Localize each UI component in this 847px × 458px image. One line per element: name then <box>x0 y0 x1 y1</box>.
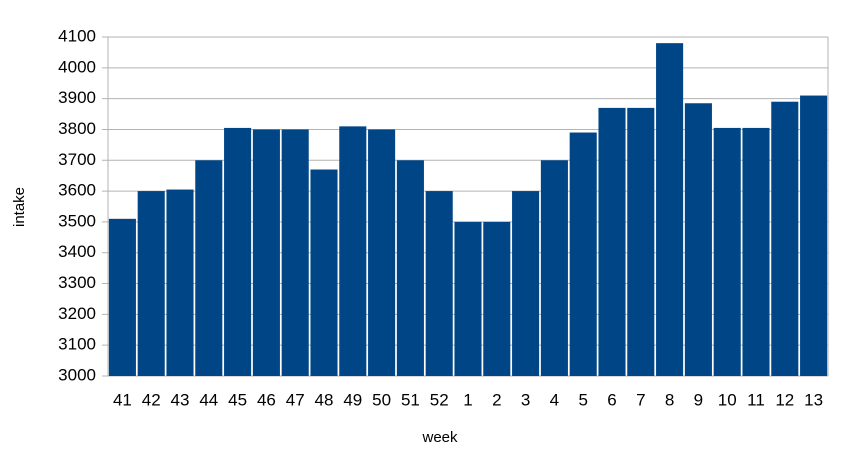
bar <box>483 221 511 376</box>
bar <box>252 129 280 376</box>
bar <box>713 127 741 376</box>
bar <box>684 103 712 376</box>
x-tick-label: 48 <box>315 390 334 409</box>
bar <box>339 126 367 376</box>
bar <box>425 191 453 376</box>
bar <box>224 127 252 376</box>
x-tick-label: 5 <box>578 390 587 409</box>
x-tick-label: 12 <box>775 390 794 409</box>
bar <box>137 191 165 376</box>
x-tick-label: 11 <box>747 390 765 409</box>
y-tick-label: 3300 <box>58 273 96 292</box>
x-axis-title: week <box>421 429 458 446</box>
bar <box>281 129 309 376</box>
y-tick-label: 4000 <box>58 57 96 76</box>
x-tick-label: 2 <box>492 390 501 409</box>
x-tick-label: 8 <box>665 390 674 409</box>
bar <box>771 101 799 376</box>
x-tick-label: 7 <box>636 390 645 409</box>
bar <box>310 169 338 376</box>
bar <box>627 107 655 376</box>
y-tick-label: 3400 <box>58 242 96 261</box>
y-tick-label: 3000 <box>58 365 96 384</box>
x-tick-label: 3 <box>521 390 530 409</box>
bar <box>540 160 568 376</box>
bar <box>396 160 424 376</box>
bar <box>166 189 194 376</box>
y-tick-label: 3800 <box>58 119 96 138</box>
bar <box>108 218 136 376</box>
bar <box>598 107 626 376</box>
bar <box>742 127 770 376</box>
x-tick-label: 46 <box>257 390 276 409</box>
x-tick-label: 51 <box>401 390 420 409</box>
bar <box>195 160 223 376</box>
x-tick-label: 50 <box>372 390 391 409</box>
y-axis-title: intake <box>11 187 28 227</box>
bar <box>569 132 597 376</box>
x-tick-label: 47 <box>286 390 305 409</box>
x-tick-label: 43 <box>171 390 190 409</box>
x-tick-label: 42 <box>142 390 161 409</box>
x-tick-label: 10 <box>718 390 737 409</box>
y-tick-label: 3900 <box>58 88 96 107</box>
x-tick-label: 49 <box>343 390 362 409</box>
x-tick-label: 44 <box>199 390 218 409</box>
y-tick-label: 4100 <box>58 26 96 45</box>
bar <box>512 191 540 376</box>
x-tick-label: 52 <box>430 390 449 409</box>
y-tick-label: 3600 <box>58 181 96 200</box>
bar <box>656 43 684 376</box>
y-tick-label: 3500 <box>58 211 96 230</box>
bar <box>368 129 396 376</box>
y-tick-label: 3700 <box>58 150 96 169</box>
y-tick-label: 3200 <box>58 304 96 323</box>
x-tick-label: 6 <box>607 390 616 409</box>
x-tick-label: 41 <box>113 390 132 409</box>
x-tick-label: 13 <box>804 390 823 409</box>
x-tick-label: 1 <box>463 390 472 409</box>
x-tick-label: 4 <box>550 390 559 409</box>
bar <box>800 95 828 377</box>
x-tick-label: 45 <box>228 390 247 409</box>
x-tick-label: 9 <box>694 390 703 409</box>
y-tick-label: 3100 <box>58 335 96 354</box>
bar <box>454 221 482 376</box>
